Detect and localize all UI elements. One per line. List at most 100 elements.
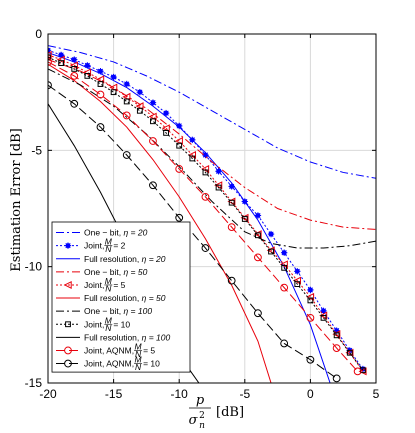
series-1: [48, 45, 376, 179]
legend-label: One − bit, η = 100: [84, 306, 152, 316]
series-point: [135, 102, 144, 111]
legend-fraction-den: N: [135, 349, 142, 359]
legend-entry: Joint, MN = 5: [56, 276, 126, 293]
series-point: [201, 164, 210, 173]
legend-entry: One − bit, η = 50: [56, 267, 148, 277]
series-point: [332, 374, 341, 383]
series-point: [227, 276, 236, 285]
series-point: [228, 199, 235, 206]
series-point: [48, 58, 52, 66]
y-tick-label: -15: [25, 376, 43, 390]
series-point: [48, 47, 52, 54]
series-point: [189, 155, 196, 162]
series-point: [353, 367, 362, 376]
series-point: [70, 99, 79, 108]
series-point: [48, 81, 52, 90]
series-point: [201, 192, 210, 201]
series-point: [97, 81, 104, 87]
series-point: [268, 248, 274, 255]
series-point: [280, 249, 288, 256]
legend-label: Full resolution, η = 20: [84, 254, 166, 264]
series-point: [175, 213, 184, 222]
legend-fraction-den: N: [135, 362, 142, 372]
marker-stroke: [124, 81, 130, 87]
legend-label-suffix: = 10: [143, 359, 160, 369]
x-label-numerator: p: [196, 393, 205, 408]
series-point: [123, 80, 130, 88]
series-point: [161, 124, 170, 133]
x-axis-label: p σ 2 n [dB]: [189, 393, 244, 431]
x-label-subscript: n: [199, 421, 205, 431]
series-point: [307, 286, 314, 294]
legend-label: One − bit, η = 50: [84, 267, 148, 277]
series-6: [48, 63, 272, 383]
series-point: [306, 292, 315, 301]
series-line: [48, 56, 364, 371]
x-tick-label: -5: [239, 387, 250, 401]
legend-entry: Joint, MN = 2: [56, 237, 126, 254]
y-tick-label: 0: [35, 27, 42, 41]
legend-entry: Joint, AQNM, MN = 5: [56, 341, 155, 359]
legend-label: Joint, AQNM,: [84, 359, 134, 369]
x-tick-label: -20: [39, 387, 57, 401]
series-point: [109, 83, 118, 92]
series-point: [201, 244, 210, 252]
series-10: [48, 58, 362, 376]
legend-label: Joint,: [84, 319, 104, 329]
series-point: [69, 61, 78, 70]
series-point: [346, 349, 353, 356]
marker-stroke: [307, 287, 314, 293]
series-point: [56, 55, 65, 64]
series-point: [202, 169, 209, 176]
series-point: [48, 50, 52, 59]
legend-label: Full resolution, η = 50: [84, 293, 166, 303]
marker-stroke: [163, 110, 169, 116]
legend-label: Joint,: [84, 280, 104, 290]
tick-labels: -20 -15 -10 -5 0 50-5-10-15: [25, 27, 380, 401]
legend-fraction-num: M: [105, 315, 113, 325]
series-point: [48, 54, 51, 61]
series-point: [83, 68, 92, 77]
series-point: [292, 276, 301, 285]
series-point: [150, 118, 156, 125]
series-point: [280, 339, 289, 348]
series-point: [148, 112, 157, 121]
series-point: [294, 268, 301, 275]
legend-fraction-num: M: [105, 237, 113, 247]
x-tick-label: 0: [307, 387, 314, 401]
legend-marker: [64, 346, 72, 355]
series-line: [48, 45, 376, 179]
marker-stroke: [48, 49, 51, 53]
series-layer: [48, 45, 376, 383]
series-11: [48, 81, 341, 383]
x-label-unit: [dB]: [216, 405, 244, 420]
x-label-superscript: 2: [199, 411, 205, 421]
legend-label-suffix: = 2: [113, 241, 125, 251]
series-5: [48, 50, 367, 376]
legend-fraction-den: N: [105, 244, 112, 254]
y-tick-label: -5: [31, 143, 42, 157]
legend-fraction-num: M: [135, 341, 143, 351]
legend-box: [51, 221, 191, 373]
x-tick-label: -10: [171, 387, 189, 401]
series-point: [307, 297, 314, 304]
series-point: [96, 123, 105, 131]
series-point: [123, 98, 130, 105]
marker-stroke: [150, 100, 156, 106]
series-line: [48, 61, 359, 372]
series-point: [110, 73, 117, 81]
series-point: [215, 168, 222, 175]
plot-frame: [47, 33, 377, 384]
series-point: [96, 75, 105, 84]
series-line: [48, 84, 337, 379]
x-label-denominator: σ: [189, 413, 199, 428]
series-line: [48, 68, 376, 249]
series-point: [279, 260, 288, 269]
series-point: [280, 283, 289, 292]
series-point: [320, 307, 327, 315]
legend-entry: Full resolution, η = 50: [56, 293, 166, 303]
legend-marker: [64, 359, 72, 368]
y-tick-label: -10: [25, 260, 43, 274]
series-point: [306, 355, 315, 364]
